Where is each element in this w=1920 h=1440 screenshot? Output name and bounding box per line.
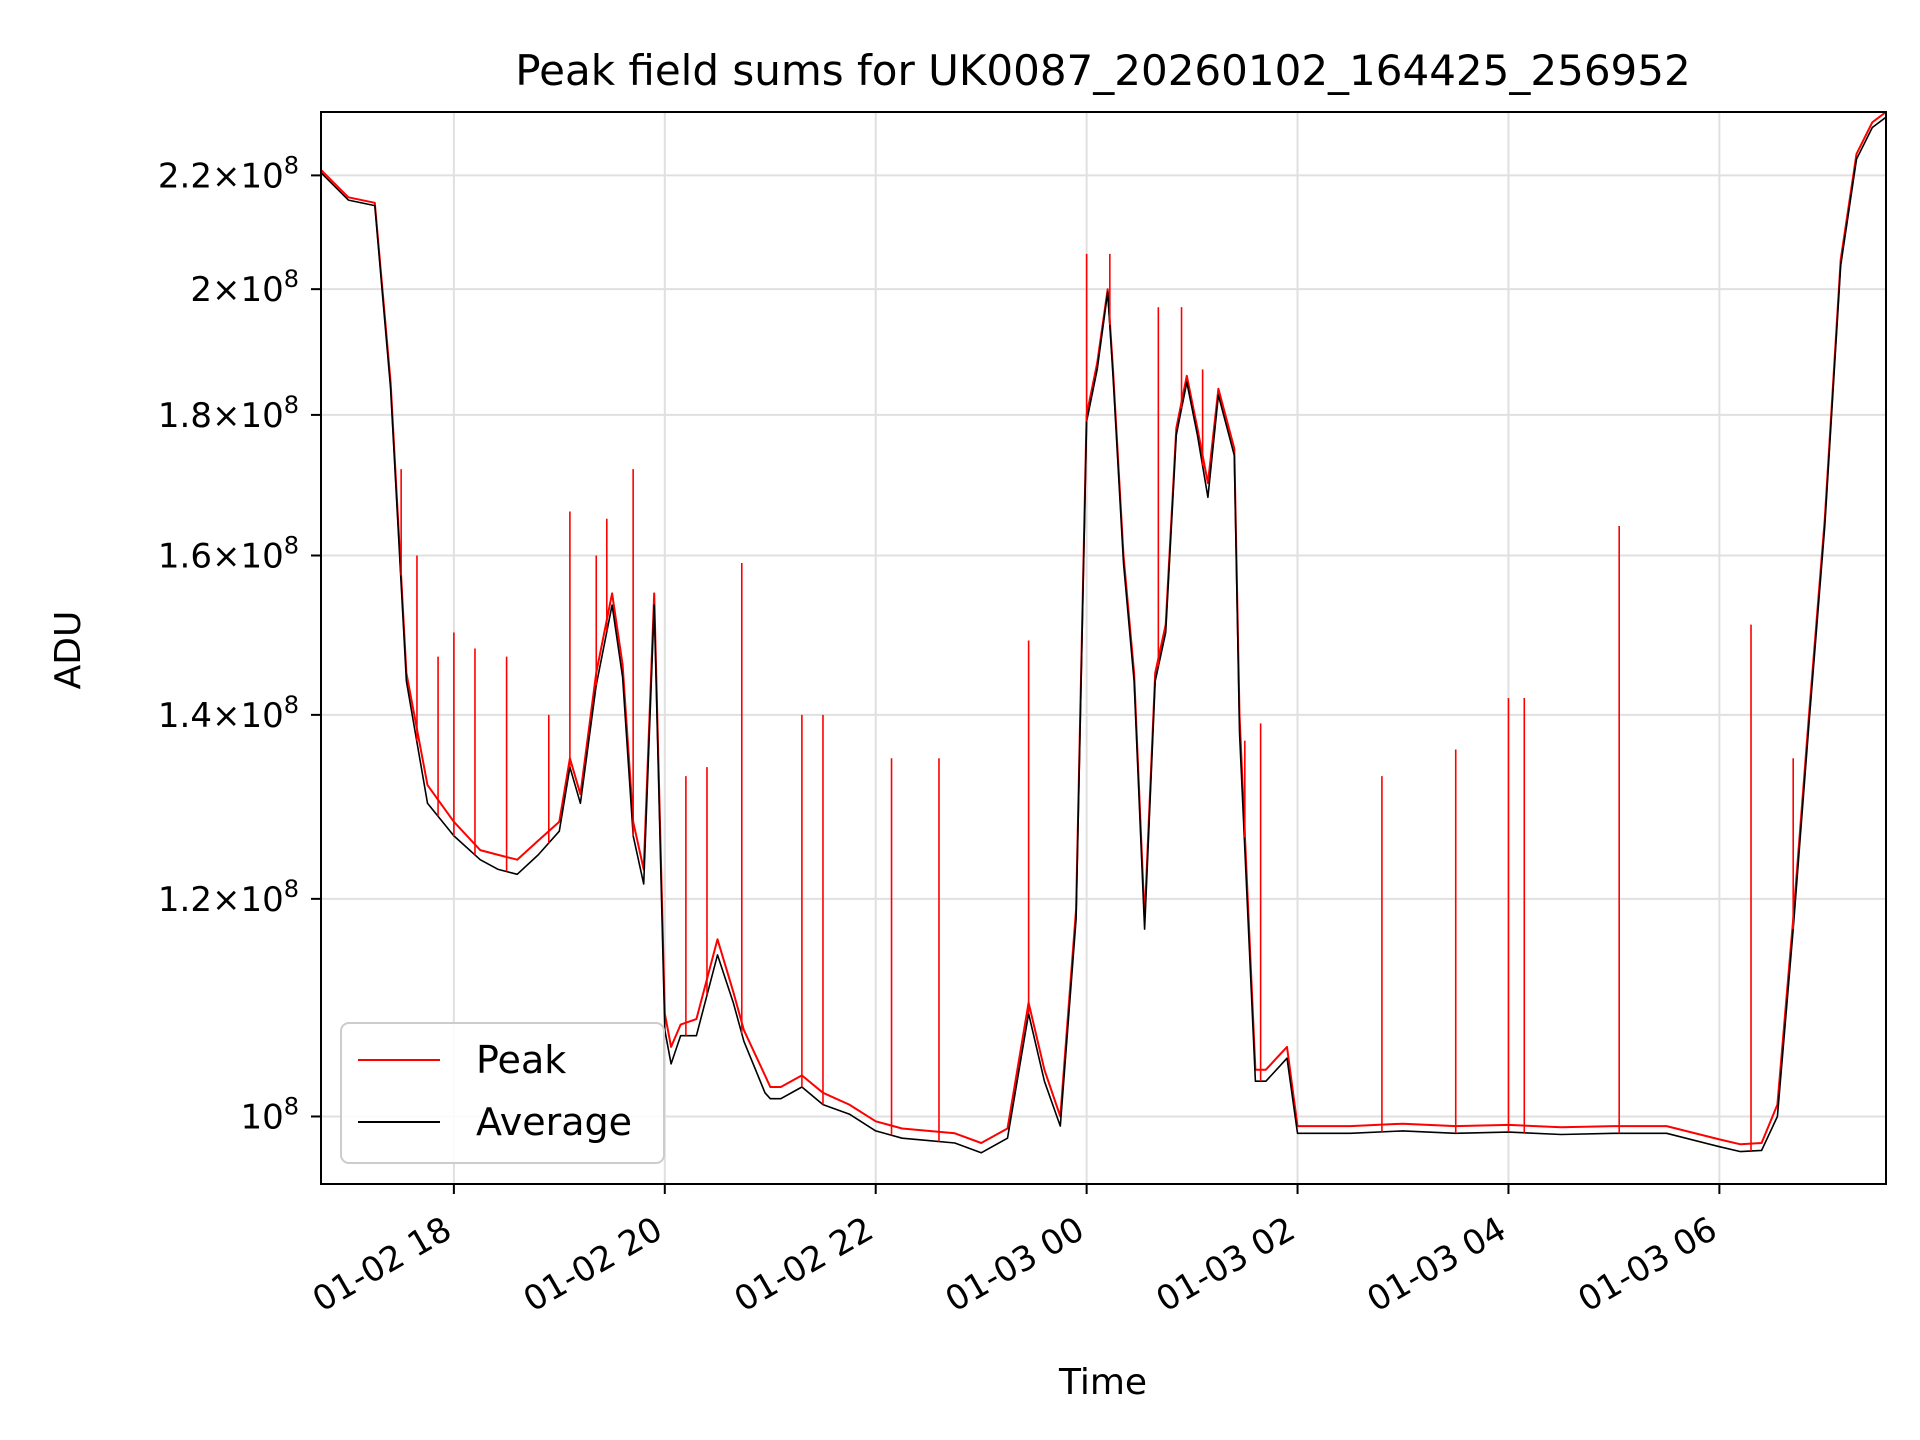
y-tick-label: 1.2×108 [158, 875, 299, 920]
x-axis-label: Time [1058, 1362, 1147, 1403]
plot-area [320, 111, 1887, 1154]
series-line-average [320, 116, 1887, 1154]
spikes-layer [400, 253, 1794, 1151]
legend-box [340, 1022, 665, 1164]
y-tick-label: 108 [240, 1092, 299, 1137]
y-tick-label: 2×108 [190, 265, 299, 310]
grid [321, 112, 1886, 1184]
legend: Peak Average [340, 1022, 665, 1164]
chart-title: Peak field sums for UK0087_20260102_1644… [515, 46, 1690, 95]
y-tick-label: 1.6×108 [158, 531, 299, 576]
y-tick-label: 2.2×108 [158, 151, 299, 196]
plot-frame [320, 111, 1887, 1185]
y-tick-label: 1.8×108 [158, 391, 299, 436]
legend-label-peak: Peak [476, 1038, 566, 1082]
legend-label-average: Average [476, 1100, 632, 1144]
y-tick-label: 1.4×108 [158, 691, 299, 736]
y-axis: 108 1.2×108 1.4×108 1.6×108 1.8×108 2×108 2.2×… [158, 151, 321, 1137]
y-axis-label: ADU [48, 611, 89, 690]
series-line-peak [320, 111, 1887, 1146]
